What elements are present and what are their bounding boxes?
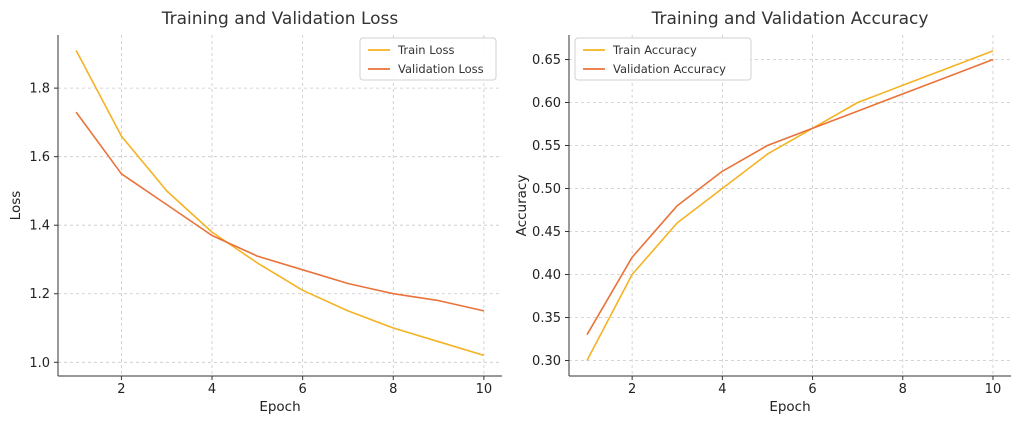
loss-chart-svg: 2 4 6 8 10 1.0 1.2 1.4 1.6 1.8 Training and Valida… xyxy=(8,9,502,415)
accuracy-legend-label: Validation Accuracy xyxy=(613,62,726,76)
accuracy-x-tick-label: 6 xyxy=(808,382,816,397)
accuracy-y-tick-label: 0.35 xyxy=(532,311,561,326)
accuracy-x-axis-label: Epoch xyxy=(769,399,810,415)
loss-x-tick-label: 2 xyxy=(117,382,125,397)
loss-y-tick-label: 1.0 xyxy=(29,356,50,371)
accuracy-y-axis-label: Accuracy xyxy=(514,175,530,237)
accuracy-y-tick-label: 0.65 xyxy=(532,53,561,68)
accuracy-legend-label: Train Accuracy xyxy=(612,43,697,57)
loss-series-validation-line xyxy=(75,111,485,312)
loss-y-tick-label: 1.2 xyxy=(29,287,50,302)
accuracy-y-tick-label: 0.40 xyxy=(532,268,561,283)
accuracy-legend-box xyxy=(574,37,752,81)
accuracy-series-train-line xyxy=(586,50,994,361)
loss-x-tick-label: 10 xyxy=(476,382,493,397)
loss-chart-title: Training and Validation Loss xyxy=(161,9,399,29)
accuracy-y-tick-label: 0.50 xyxy=(532,182,561,197)
loss-y-tick-label: 1.4 xyxy=(29,219,50,234)
loss-x-tick-label: 8 xyxy=(389,382,397,397)
accuracy-chart-title: Training and Validation Accuracy xyxy=(651,9,929,29)
accuracy-y-tick-label: 0.45 xyxy=(532,225,561,240)
loss-x-tick-label: 6 xyxy=(299,382,307,397)
accuracy-x-tick-label: 4 xyxy=(718,382,726,397)
accuracy-chart-svg: 2 4 6 8 10 0.30 0.35 0.40 0.45 0.50 0.55 0.60 0.65 Tr… xyxy=(514,9,1011,415)
accuracy-y-tick-label: 0.30 xyxy=(532,354,561,369)
loss-chart: 2 4 6 8 10 1.0 1.2 1.4 1.6 1.8 Training and Valida… xyxy=(0,0,512,421)
accuracy-y-tick-label: 0.60 xyxy=(532,96,561,111)
loss-legend-label: Validation Loss xyxy=(398,62,484,76)
accuracy-x-tick-label: 8 xyxy=(899,382,907,397)
loss-x-tick-label: 4 xyxy=(208,382,216,397)
loss-y-axis-label: Loss xyxy=(8,191,24,221)
accuracy-legend: Train Accuracy Validation Accuracy xyxy=(574,37,752,81)
accuracy-x-tick-label: 2 xyxy=(628,382,636,397)
accuracy-series-validation-line xyxy=(586,58,994,336)
accuracy-y-tick-label: 0.55 xyxy=(532,139,561,154)
accuracy-x-tick-label: 10 xyxy=(985,382,1002,397)
loss-y-tick-label: 1.8 xyxy=(29,82,50,97)
loss-y-tick-label: 1.6 xyxy=(29,150,50,165)
loss-legend: Train Loss Validation Loss xyxy=(359,37,497,81)
loss-legend-box xyxy=(359,37,497,81)
loss-x-axis-label: Epoch xyxy=(259,399,300,415)
loss-series-train-line xyxy=(75,50,485,357)
loss-legend-label: Train Loss xyxy=(397,43,454,57)
accuracy-chart: 2 4 6 8 10 0.30 0.35 0.40 0.45 0.50 0.55 0.60 0.65 Tr… xyxy=(512,0,1024,421)
